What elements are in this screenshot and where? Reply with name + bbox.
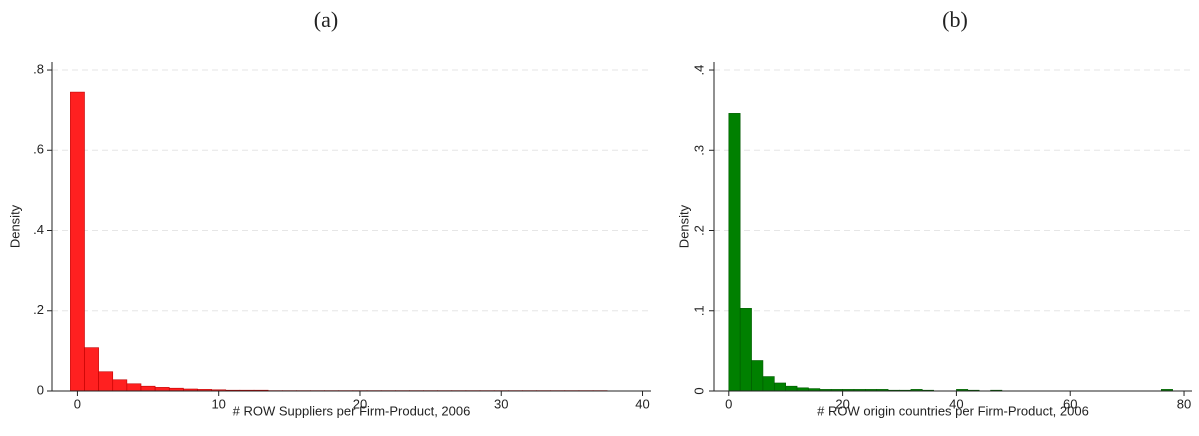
y-axis-label: Density bbox=[7, 204, 22, 248]
x-tick-label: 20 bbox=[835, 396, 849, 411]
bar bbox=[785, 385, 798, 392]
y-axis-label: Density bbox=[676, 204, 691, 248]
y-tick-label: .2 bbox=[33, 302, 44, 317]
bar bbox=[762, 376, 775, 392]
y-tick-label: 0 bbox=[37, 382, 44, 397]
x-tick-label: 80 bbox=[1177, 396, 1191, 411]
bar bbox=[140, 385, 156, 392]
y-tick-label: .4 bbox=[33, 222, 44, 237]
y-tick-label: .3 bbox=[691, 145, 706, 156]
bar bbox=[774, 382, 786, 392]
x-tick-label: 60 bbox=[1063, 396, 1077, 411]
x-tick-label: 0 bbox=[725, 396, 732, 411]
x-axis-label: # ROW origin countries per Firm-Product,… bbox=[817, 403, 1089, 418]
bar bbox=[154, 387, 170, 392]
y-tick-label: .6 bbox=[33, 142, 44, 157]
x-tick-label: 40 bbox=[949, 396, 963, 411]
bar bbox=[70, 91, 85, 392]
x-tick-label: 40 bbox=[635, 396, 649, 411]
x-tick-label: 0 bbox=[74, 396, 81, 411]
x-axis-label: # ROW Suppliers per Firm-Product, 2006 bbox=[233, 403, 471, 418]
bar bbox=[112, 379, 128, 392]
y-tick-label: 0 bbox=[691, 387, 706, 394]
bar bbox=[84, 347, 99, 392]
y-tick-label: .1 bbox=[691, 305, 706, 316]
chart-title: (b) bbox=[942, 7, 968, 32]
bar bbox=[98, 371, 114, 392]
chart-title: (a) bbox=[314, 7, 338, 32]
x-tick-label: 30 bbox=[494, 396, 508, 411]
y-tick-label: .8 bbox=[33, 61, 44, 76]
bar bbox=[728, 113, 741, 392]
x-tick-label: 20 bbox=[353, 396, 367, 411]
bar bbox=[739, 308, 752, 392]
y-tick-label: .2 bbox=[691, 225, 706, 236]
x-tick-label: 10 bbox=[211, 396, 225, 411]
y-tick-label: .4 bbox=[691, 65, 706, 76]
bar bbox=[751, 360, 764, 392]
bar bbox=[126, 383, 142, 392]
